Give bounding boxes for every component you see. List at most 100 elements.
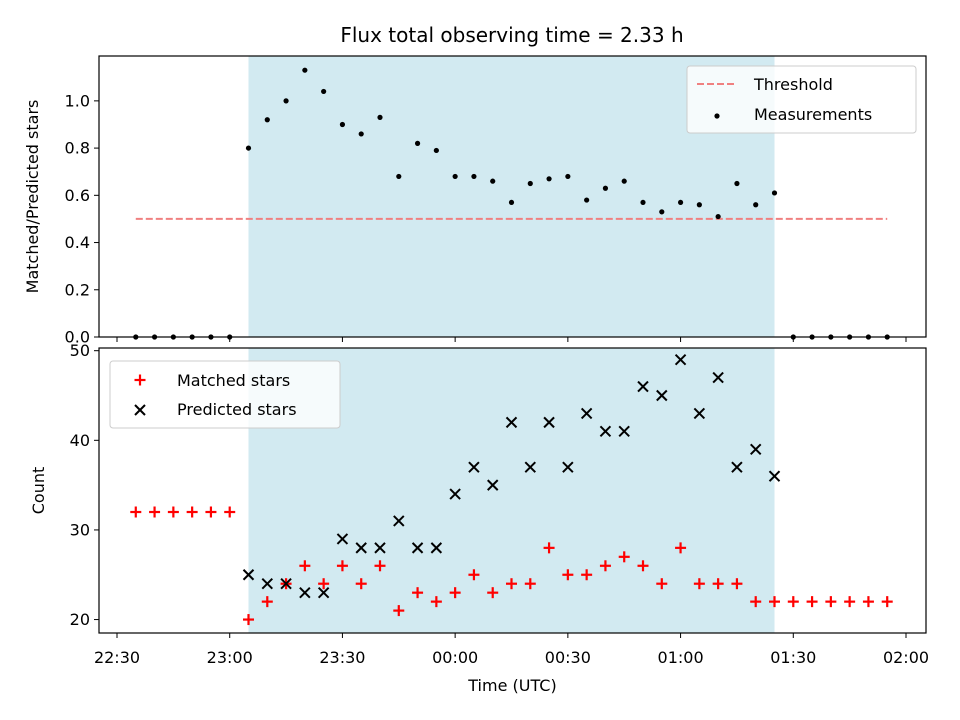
measurement-point [584,197,590,203]
top-legend: Threshold Measurements [686,65,917,134]
predicted-point [674,353,687,366]
predicted-point [374,542,386,554]
measurement-point [508,199,515,206]
legend-measurements-swatch [714,113,720,119]
bottom-y-tick-label: 40 [70,431,90,450]
predicted-point [562,461,574,473]
chart-title: Flux total observing time = 2.33 h [340,23,683,47]
bottom-y-axis-label: Count [29,467,48,515]
matched-point [769,596,780,608]
matched-point [693,578,705,590]
predicted-point [430,542,443,554]
x-tick-label: 01:30 [770,648,816,667]
measurement-point [452,173,458,180]
matched-point [393,605,405,617]
predicted-point [618,425,630,438]
top-y-tick-label: 1.0 [65,91,90,110]
measurement-point [264,117,270,123]
measurement-point [283,98,289,104]
bottom-x-ticks: 22:30 23:00 23:30 00:00 00:30 01:00 01:30 02:00 [94,633,929,667]
top-y-tick-label: 0.6 [65,186,90,205]
measurement-point [602,185,609,191]
predicted-point [468,461,480,473]
bottom-y-tick-label: 30 [70,520,90,539]
predicted-point [487,479,499,491]
bottom-y-ticks: 20 30 40 50 [70,341,99,629]
measurement-point [527,180,533,187]
matched-point [130,506,142,518]
predicted-point [449,488,461,500]
bottom-panel: 20 30 40 50 22:30 23:00 23:30 00:00 00:30 01:00 0… [29,341,929,695]
top-y-tick-label: 0.0 [65,328,90,347]
measurement-point [358,131,364,137]
top-y-tick-label: 0.2 [65,280,90,299]
measurement-point [753,202,759,208]
measurement-point [321,88,327,95]
measurement-point [565,173,571,180]
matched-point [787,596,799,608]
matched-point [506,578,517,590]
matched-point [299,560,311,572]
top-x-ticks [116,337,907,342]
top-legend-box [686,65,917,134]
legend-matched-swatch [134,374,146,386]
matched-point [449,587,461,599]
bottom-axes-frame [98,347,927,634]
predicted-point [731,461,743,473]
predicted-points [242,353,781,599]
matched-point [336,560,348,572]
top-y-tick-label: 0.8 [65,139,90,158]
predicted-point [355,542,367,554]
measurement-point [302,67,308,73]
matched-point [205,506,217,518]
matched-point [186,506,198,518]
predicted-point [317,586,330,599]
measurement-point [734,180,740,187]
matched-point [750,596,762,608]
matched-point [412,587,424,599]
matched-point [468,569,480,581]
legend-matched-label: Matched stars [177,371,290,390]
bottom-y-tick-label: 50 [70,341,90,360]
predicted-point [242,569,255,581]
predicted-point [637,380,649,393]
x-tick-label: 02:00 [883,648,929,667]
x-axis-label: Time (UTC) [467,676,556,695]
matched-point [825,596,837,608]
matched-point [844,596,856,608]
legend-predicted-label: Predicted stars [177,400,297,419]
measurement-point [677,199,684,206]
predicted-point [750,443,762,455]
predicted-point [693,407,706,420]
legend-measurements-label: Measurements [754,105,872,124]
matched-point [881,596,893,608]
predicted-point [393,515,405,527]
matched-point [656,578,668,590]
measurement-point [621,178,627,184]
matched-point [374,560,386,572]
matched-point [712,578,724,590]
legend-threshold-label: Threshold [753,75,833,94]
measurement-point [396,173,402,180]
x-tick-label: 22:30 [94,648,140,667]
predicted-point [543,416,555,429]
predicted-point [505,416,518,429]
matched-point [806,596,818,608]
bottom-legend: Matched stars Predicted stars [109,360,341,429]
predicted-point [261,578,273,590]
matched-point [487,587,499,599]
x-tick-label: 01:00 [658,648,704,667]
measurement-point [245,145,252,151]
legend-x-marker [134,404,146,416]
matched-point [318,578,330,590]
top-panel: 0.0 0.2 0.4 0.6 0.8 1.0 Matched/Predicted sta… [23,55,927,347]
measurement-point [433,147,439,154]
matched-point [543,542,555,554]
matched-point [862,596,874,608]
measurement-point [339,121,346,128]
matched-points [130,506,893,626]
predicted-point [280,578,292,590]
predicted-point [524,461,536,473]
matched-point [599,560,611,572]
